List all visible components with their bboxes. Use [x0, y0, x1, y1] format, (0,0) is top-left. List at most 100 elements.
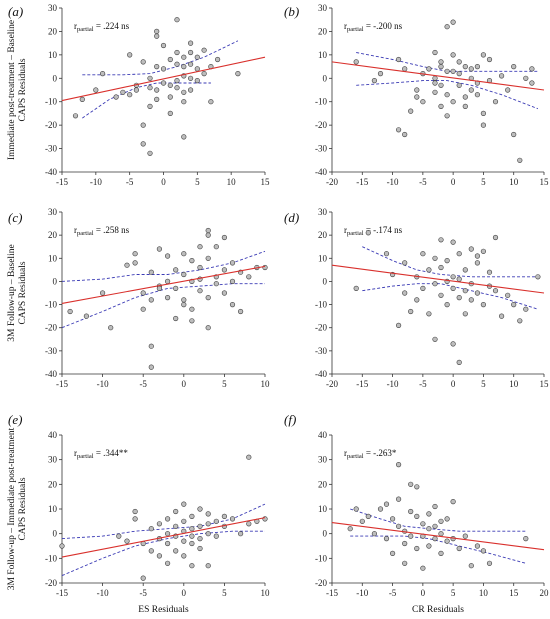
data-point: [229, 260, 236, 266]
data-point: [205, 255, 211, 261]
data-point: [205, 563, 211, 569]
panel-letter: (c): [8, 210, 22, 225]
data-point: [174, 61, 180, 67]
y-tick-label: 10: [48, 50, 58, 60]
data-point: [377, 70, 384, 77]
data-point: [353, 59, 359, 65]
data-point: [181, 538, 187, 544]
data-point: [444, 302, 450, 308]
y-tick-label: 0: [53, 73, 58, 83]
y-axis-label: CAPS Residuals: [18, 477, 28, 540]
x-tick-label: -5: [389, 588, 397, 598]
data-point: [201, 47, 207, 53]
data-point: [221, 513, 227, 520]
data-point: [414, 87, 420, 93]
data-point: [197, 506, 203, 512]
panel-letter: (f): [284, 412, 296, 427]
y-tick-label: -20: [45, 120, 57, 130]
ci-upper-line: [61, 250, 266, 282]
x-tick-label: -5: [126, 177, 134, 187]
data-point: [426, 267, 432, 273]
data-point: [165, 531, 171, 537]
data-point: [188, 61, 194, 67]
data-point: [432, 535, 438, 542]
data-point: [246, 454, 252, 460]
y-tick-label: -10: [315, 300, 327, 310]
data-point: [396, 496, 402, 502]
data-point: [450, 274, 456, 280]
data-point: [432, 75, 438, 81]
data-point: [148, 269, 154, 275]
data-point: [189, 563, 195, 569]
data-point: [194, 54, 200, 60]
fit-line: [61, 265, 266, 304]
x-tick-label: -20: [326, 177, 338, 187]
x-tick-label: 10: [479, 588, 489, 598]
data-point: [165, 278, 171, 285]
data-point: [529, 80, 535, 86]
y-tick-label: 20: [48, 26, 58, 36]
data-point: [120, 89, 126, 95]
data-point: [165, 516, 171, 522]
data-point: [511, 131, 517, 138]
data-point: [181, 297, 187, 303]
x-tick-label: 5: [222, 379, 227, 389]
data-point: [148, 364, 154, 370]
data-point: [535, 274, 541, 280]
data-point: [72, 113, 79, 119]
data-point: [432, 523, 438, 529]
data-point: [444, 92, 450, 98]
data-point: [221, 234, 227, 241]
fit-line: [331, 522, 545, 551]
x-tick-label: -15: [56, 177, 68, 187]
data-point: [462, 94, 468, 100]
x-tick-label: -10: [356, 588, 368, 598]
data-point: [221, 290, 227, 296]
x-tick-label: 0: [182, 379, 187, 389]
data-point: [396, 523, 402, 529]
data-point: [147, 150, 153, 156]
data-point: [474, 290, 481, 296]
data-point: [402, 66, 408, 72]
data-point: [402, 560, 408, 566]
y-tick-label: 0: [323, 529, 328, 539]
data-point: [229, 516, 236, 522]
data-point: [438, 63, 444, 70]
data-point: [148, 343, 154, 349]
y-tick-label: 0: [53, 529, 58, 539]
data-point: [173, 285, 179, 292]
data-point: [167, 82, 173, 88]
fit-line: [61, 517, 266, 558]
data-point: [420, 285, 426, 292]
data-point: [438, 103, 444, 109]
data-point: [480, 248, 487, 254]
data-point: [359, 518, 365, 524]
data-point: [486, 269, 493, 275]
data-point: [93, 87, 99, 93]
data-point: [505, 292, 511, 298]
data-point: [402, 131, 408, 138]
fit-line: [331, 264, 545, 294]
ci-upper-line: [82, 40, 239, 76]
y-tick-label: 20: [318, 230, 328, 240]
y-tick-label: -30: [315, 144, 327, 154]
data-point: [474, 92, 481, 98]
y-axis-label: CAPS Residuals: [18, 58, 28, 121]
panel-a: -40 -30 -20 -10 0 10 20 30 -15 -10 -5 0 5 10 15 (a) rpar…: [7, 3, 270, 187]
x-tick-label: 15: [540, 379, 550, 389]
y-tick-label: -10: [45, 97, 57, 107]
x-tick-label: 0: [182, 588, 187, 598]
data-point: [486, 56, 493, 63]
data-point: [116, 533, 122, 539]
x-tick-label: 5: [481, 379, 486, 389]
data-point: [456, 70, 462, 77]
data-point: [499, 313, 505, 319]
x-axis-label: ES Residuals: [138, 605, 189, 615]
x-tick-label: -10: [387, 379, 399, 389]
data-point: [156, 246, 162, 252]
data-point: [414, 545, 420, 552]
x-tick-label: -15: [326, 588, 338, 598]
panel-b: -40 -30 -20 -10 0 10 20 30 -20 -15 -10 -5 0 5 10 15 (b) r…: [284, 3, 549, 187]
data-point: [213, 518, 219, 524]
